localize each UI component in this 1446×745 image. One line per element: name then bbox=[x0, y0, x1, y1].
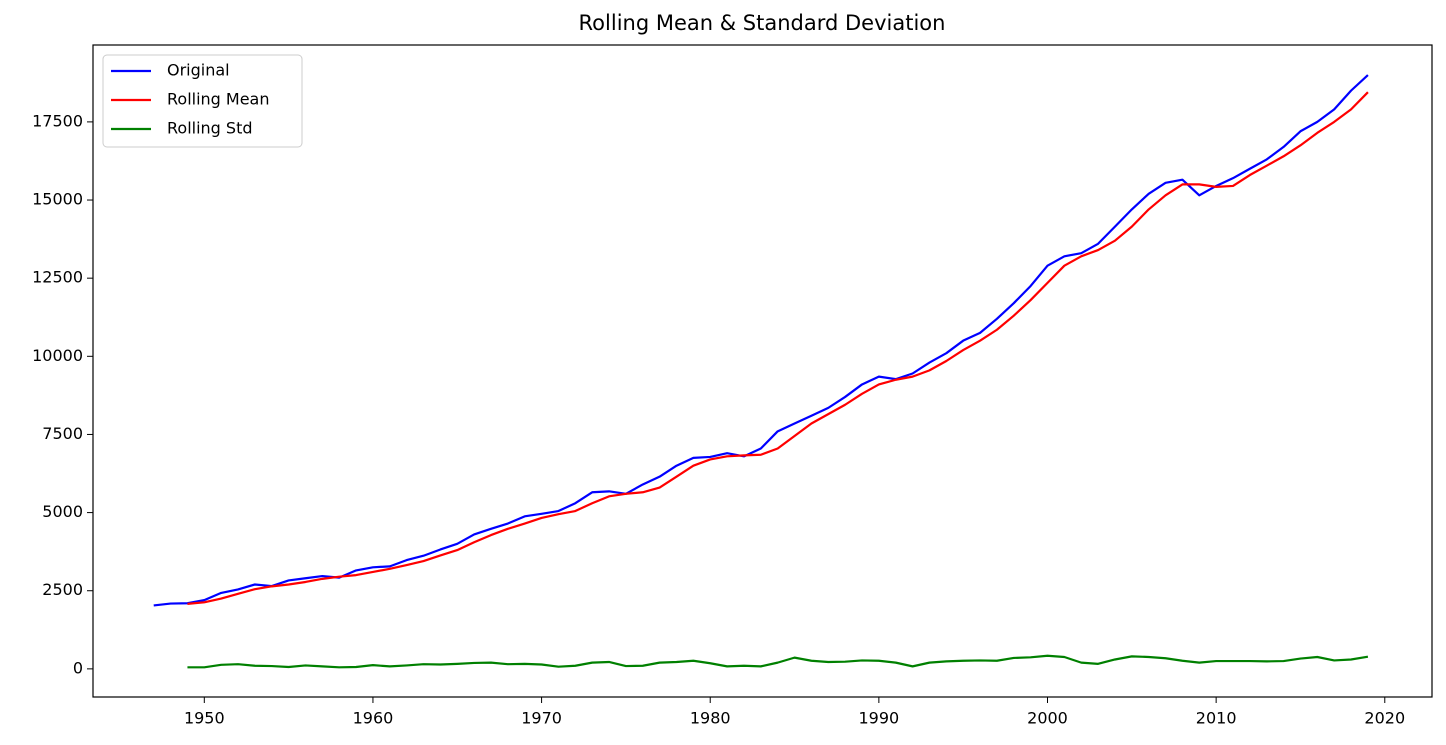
line-series bbox=[187, 654, 1369, 669]
y-tick-label: 2500 bbox=[42, 580, 83, 599]
y-tick-label: 0 bbox=[73, 658, 83, 677]
y-tick-label: 12500 bbox=[32, 268, 83, 287]
x-tick-label: 1960 bbox=[353, 709, 394, 728]
x-tick-label: 1950 bbox=[184, 709, 225, 728]
legend-label: Original bbox=[167, 61, 230, 80]
y-tick-label: 15000 bbox=[32, 190, 83, 209]
plot-frame bbox=[92, 44, 1433, 698]
x-tick-label: 2010 bbox=[1196, 709, 1237, 728]
chart-title: Rolling Mean & Standard Deviation bbox=[579, 11, 946, 35]
x-tick-label: 2020 bbox=[1364, 709, 1405, 728]
legend-label: Rolling Std bbox=[167, 119, 253, 138]
y-tick-label: 5000 bbox=[42, 502, 83, 521]
x-tick-label: 1990 bbox=[859, 709, 900, 728]
x-tick-label: 1970 bbox=[521, 709, 562, 728]
legend-box bbox=[102, 54, 303, 148]
x-tick-label: 1980 bbox=[690, 709, 731, 728]
legend-label: Rolling Mean bbox=[167, 90, 270, 109]
line-series bbox=[187, 91, 1369, 605]
line-series bbox=[153, 74, 1369, 607]
x-tick-label: 2000 bbox=[1027, 709, 1068, 728]
y-tick-label: 17500 bbox=[32, 111, 83, 130]
y-tick-label: 7500 bbox=[42, 424, 83, 443]
y-tick-label: 10000 bbox=[32, 346, 83, 365]
